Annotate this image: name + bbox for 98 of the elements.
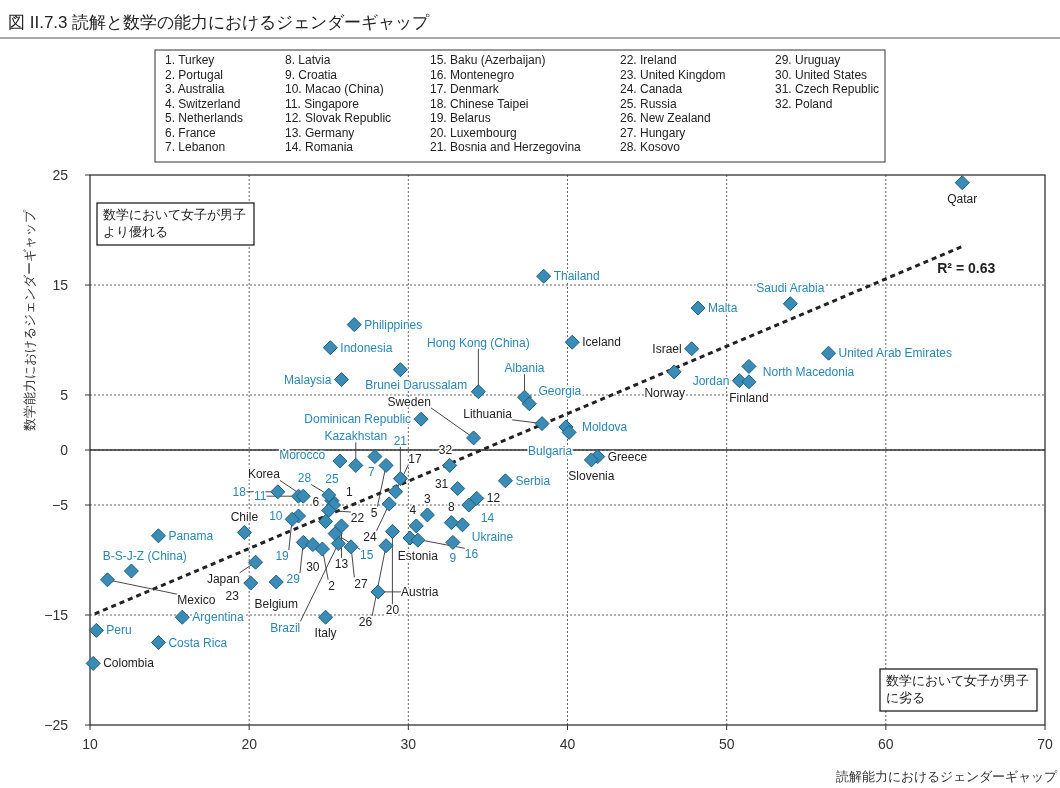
annotation: 数学において女子が男子に劣る (886, 673, 1029, 705)
annotation: R² = 0.63 (937, 259, 996, 276)
annotation: 27 (354, 576, 369, 591)
y-tick-label: −5 (52, 497, 69, 513)
annotation: 9 (449, 551, 457, 566)
annotation: 25 (325, 471, 339, 486)
annotation: 24 (363, 529, 377, 544)
annotation: 3 (424, 491, 432, 506)
annotation: Albania (504, 361, 545, 376)
annotation: Serbia (515, 473, 551, 488)
annotation: Brazil (270, 620, 301, 635)
x-tick-label: 60 (878, 736, 894, 752)
annotation: 11 (254, 489, 267, 504)
x-axis-title: 読解能力におけるジェンダーギャップ (836, 769, 1058, 784)
annotation: Norway (644, 386, 686, 401)
annotation: 23 (225, 588, 240, 603)
annotation: 6 (312, 495, 320, 510)
annotation: Sweden (387, 394, 431, 409)
annotation: 28 (297, 471, 312, 486)
annotation: 7 (368, 465, 376, 480)
key: 1. Turkey 2. Portugal 3. Australia 4. Switzerland 5. Netherlands 6. France 7. Lebanon 8. Latvia 9. Croatia 10. Macao (China) 11. Singapore 12. Slovak Republic 13. Germany 14. Romania 15. Baku (Azerbaijan) 16. Montenegro 17. Denmark 18. Chinese Taipei 19. Belarus 20. Luxembourg 21. Bosnia and Herzegovina 22. Ireland 23. United Kingdom 24. Canada 25. Russia 26. New Zealand 27. Hungary 28. Kosovo 29. Uruguay 30. United States 31. Czech Republic 32. Poland (154, 49, 886, 163)
annotation: Panama (168, 528, 214, 543)
annotation: United Arab Emirates (838, 346, 952, 361)
annotation: 12 (486, 491, 501, 506)
annotation: 21 (393, 433, 408, 448)
annotation: Colombia (103, 656, 155, 671)
annotation: 31 (434, 477, 449, 492)
annotation: Japan (206, 571, 240, 586)
annotation: Israel (652, 341, 682, 356)
annotation: 19 (275, 549, 290, 564)
x-tick-label: 40 (559, 736, 576, 752)
annotation: Slovenia (568, 468, 615, 483)
annotation: Mexico (177, 593, 216, 608)
y-tick-label: −25 (44, 717, 69, 733)
x-tick-label: 50 (718, 736, 735, 752)
annotation: Chile (230, 509, 259, 524)
annotation: Brunei Darussalam (365, 378, 468, 393)
y-axis-title: 数学能力におけるジェンダーギャップ (22, 208, 37, 431)
annotation: 15 (360, 548, 374, 563)
annotation: Argentina (192, 610, 245, 625)
annotation: Malta (708, 301, 738, 316)
annotation: 20 (385, 603, 400, 618)
annotation: Korea (247, 467, 281, 482)
y-tick-label: 15 (52, 277, 69, 293)
annotation: 26 (358, 615, 373, 630)
x-tick-label: 20 (241, 736, 258, 752)
y-tick-label: 5 (60, 387, 69, 403)
x-tick-label: 70 (1037, 736, 1053, 752)
annotation: Costa Rica (168, 635, 228, 650)
annotation: 8 (447, 499, 455, 514)
annotation: Jordan (692, 373, 730, 388)
annotation: 16 (464, 547, 479, 562)
annotation: Peru (106, 623, 132, 638)
note: 数学において女子が男子に劣る (879, 668, 1038, 712)
title: 図 II.7.3 読解と数学の能力におけるジェンダーギャップ (0, 13, 1060, 39)
annotation: 22 (350, 511, 365, 526)
annotation: Thailand (553, 269, 600, 284)
annotation: Morocco (279, 448, 326, 463)
annotation: Dominican Republic (304, 412, 412, 427)
annotation: 13 (334, 556, 349, 571)
annotation: Kazakhstan (324, 429, 388, 444)
annotation: 18 (232, 484, 247, 499)
annotation: 10 (269, 509, 283, 523)
y-tick-label: 25 (52, 167, 69, 183)
x-tick-label: 30 (400, 736, 417, 752)
annotation: Moldova (581, 419, 628, 434)
annotation: 2 (328, 578, 336, 593)
y-tick-label: 0 (60, 442, 69, 458)
annotation: Indonesia (340, 340, 393, 355)
annotation: 数学において女子が男子より優れる (103, 207, 246, 239)
annotation: Estonia (397, 549, 439, 564)
annotation: 17 (408, 451, 422, 466)
annotation: Italy (314, 626, 337, 641)
annotation: 29 (286, 572, 301, 587)
y-tick-label: −15 (44, 607, 69, 623)
annotation: Iceland (582, 335, 621, 350)
annotation: Greece (607, 449, 648, 464)
annotation: Lithuania (463, 406, 513, 421)
annotation: Finland (729, 390, 769, 405)
annotation: Ukraine (471, 530, 514, 545)
annotation: North Macedonia (762, 365, 855, 380)
annotation: Georgia (538, 384, 582, 399)
x-tick-label: 10 (82, 736, 98, 752)
annotation: Qatar (947, 191, 978, 206)
annotation: Philippines (364, 317, 423, 332)
annotation: Hong Kong (China) (427, 335, 530, 350)
annotation: B-S-J-Z (China) (102, 548, 187, 563)
chart-title: 図 II.7.3 読解と数学の能力におけるジェンダーギャップ (8, 13, 431, 32)
annotation: 14 (480, 510, 495, 525)
annotation: 5 (370, 505, 378, 520)
annotation: Saudi Arabia (756, 280, 825, 295)
annotation: Austria (401, 584, 439, 599)
annotation: 30 (306, 559, 320, 574)
annotation: Belgium (254, 597, 298, 611)
annotation: Malaysia (284, 372, 332, 387)
note: 数学において女子が男子より優れる (96, 202, 255, 246)
annotation: 4 (409, 503, 417, 518)
annotation: 1 (346, 485, 354, 500)
